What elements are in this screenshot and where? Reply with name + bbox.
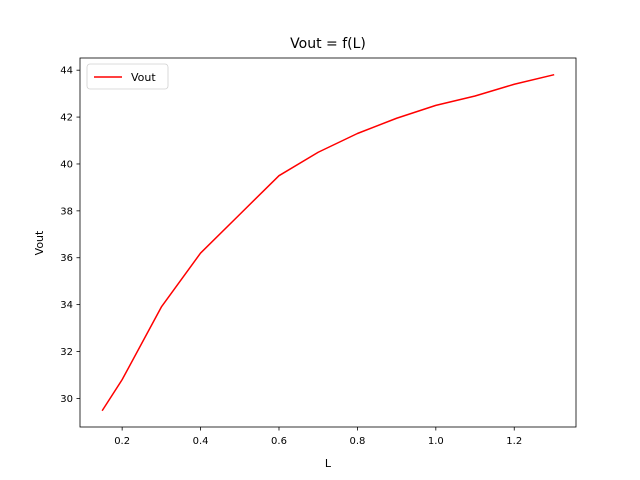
x-tick-label: 1.2 — [506, 436, 522, 447]
chart-title: Vout = f(L) — [290, 36, 366, 52]
y-tick-label: 30 — [60, 394, 73, 405]
legend-box — [86, 63, 169, 90]
y-tick-label: 38 — [60, 206, 73, 217]
legend-label: Vout — [131, 71, 156, 84]
y-tick-label: 36 — [60, 253, 73, 264]
x-tick-label: 0.8 — [349, 436, 365, 447]
axes-frame — [79, 57, 577, 428]
x-tick-label: 0.2 — [114, 436, 130, 447]
plot-area: 0.2 0.4 0.6 0.8 1.0 1.2 30 32 34 36 38 40 42 44 Vout — [60, 57, 577, 447]
y-axis-label: Vout — [33, 230, 46, 255]
y-tick-label: 40 — [60, 159, 73, 170]
y-tick-label: 44 — [60, 66, 73, 77]
x-tick-label: 0.6 — [271, 436, 287, 447]
legend: Vout — [86, 63, 169, 90]
y-tick-label: 42 — [60, 113, 73, 124]
series-line-vout — [101, 73, 555, 412]
x-tick-label: 1.0 — [428, 436, 444, 447]
x-axis-label: L — [325, 457, 332, 470]
y-tick-label: 34 — [60, 300, 73, 311]
y-tick-label: 32 — [60, 347, 73, 358]
x-tick-label: 0.4 — [193, 436, 209, 447]
